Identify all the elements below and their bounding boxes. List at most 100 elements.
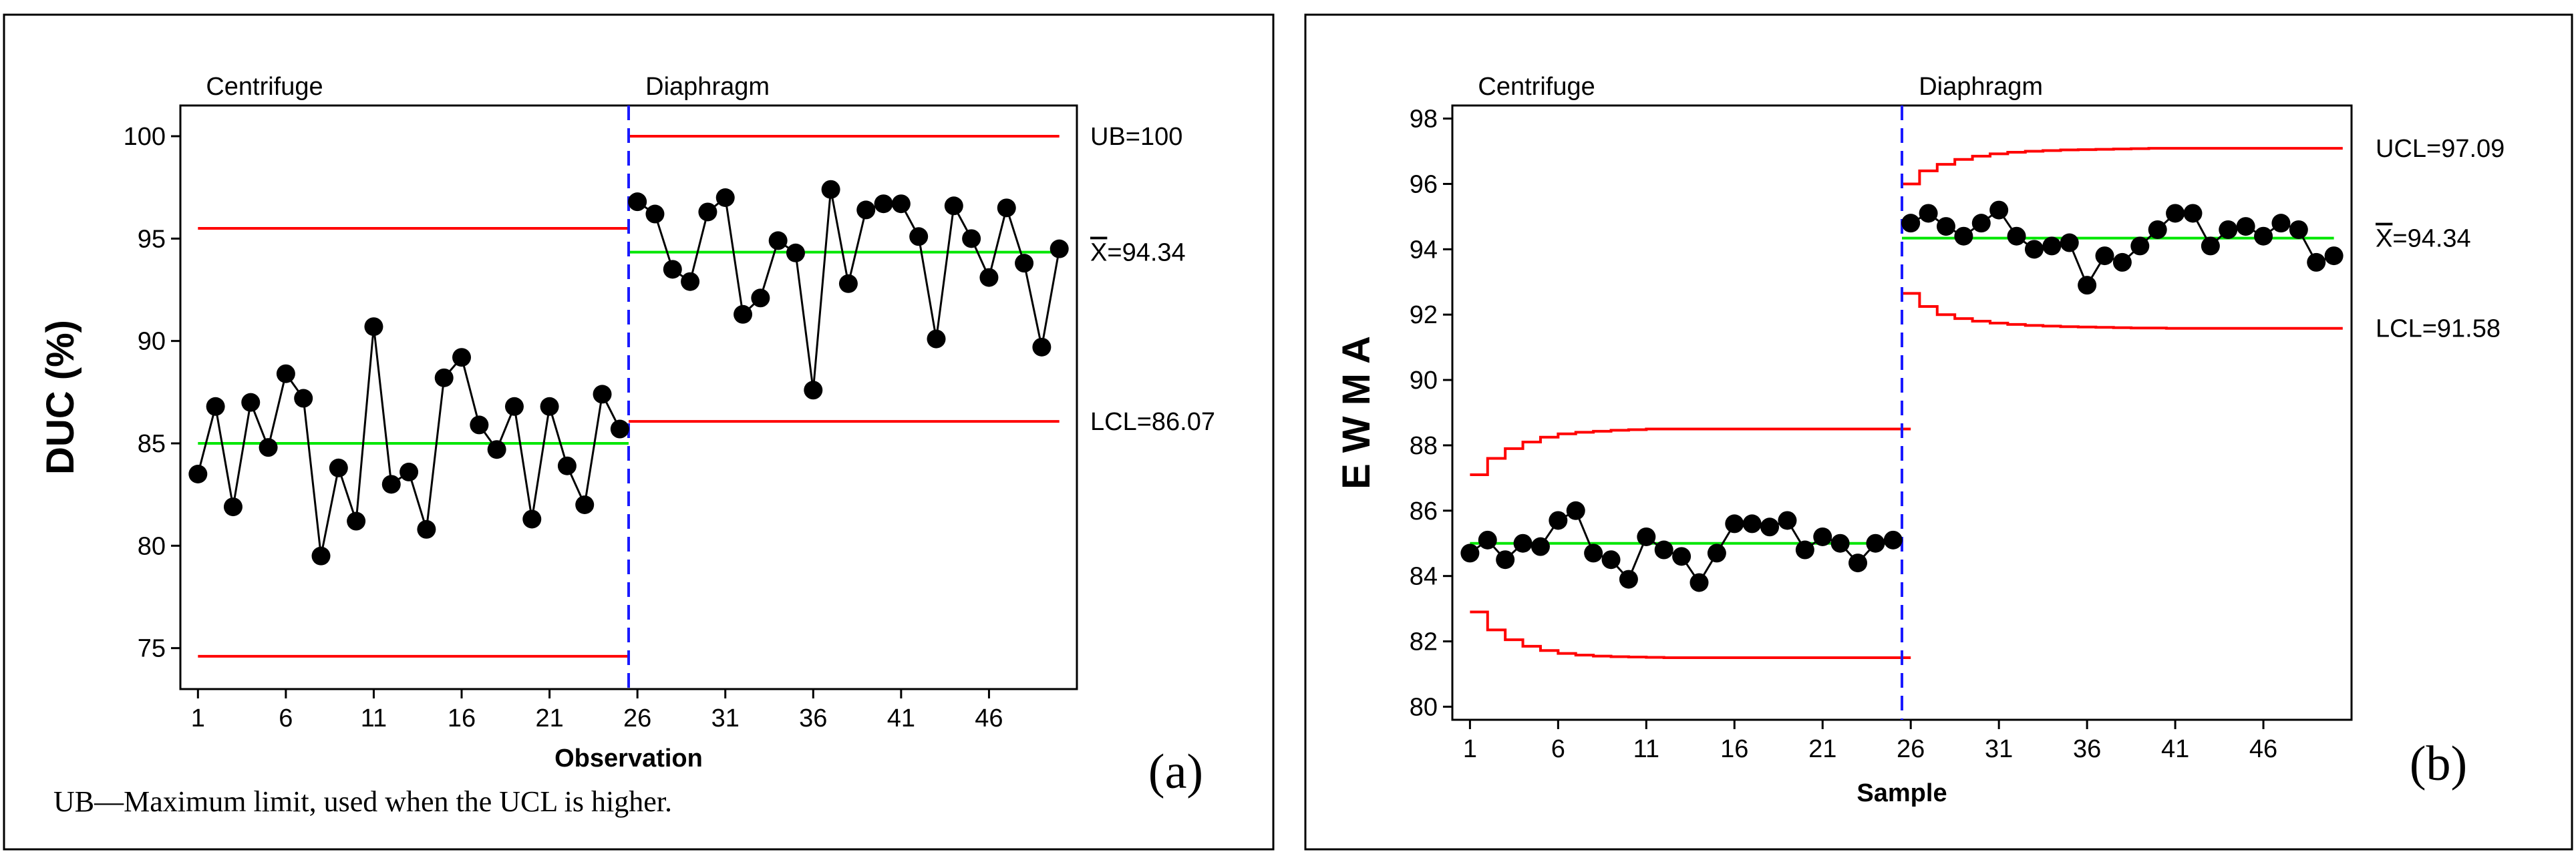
x-tick-label: 46	[2249, 735, 2277, 763]
data-point	[434, 368, 454, 387]
data-point	[821, 180, 840, 199]
panel-label: (b)	[2410, 736, 2467, 791]
data-point	[417, 519, 436, 539]
annotation-prefix: LCL=	[1090, 408, 1152, 436]
data-point	[1989, 200, 2009, 220]
data-point	[1619, 570, 1638, 589]
data-point	[1725, 514, 1744, 533]
x-axis-label: Sample	[1857, 779, 1947, 807]
y-tick-label: 90	[138, 328, 166, 356]
data-point	[2324, 246, 2344, 266]
y-tick-label: 96	[1410, 170, 1438, 198]
data-point	[698, 202, 717, 222]
annotation-label: UB=100	[1090, 123, 1182, 151]
data-point	[610, 419, 629, 439]
data-point	[347, 511, 366, 531]
x-tick-label: 16	[448, 704, 476, 732]
data-point	[1760, 517, 1780, 537]
data-point	[927, 329, 946, 349]
data-point	[944, 196, 963, 216]
y-tick-label: 80	[1410, 693, 1438, 721]
data-point	[2007, 226, 2026, 246]
data-point	[1584, 544, 1603, 563]
x-tick-label: 6	[279, 704, 293, 732]
data-point	[276, 364, 295, 383]
data-point	[2289, 220, 2308, 239]
ucl-phase-2-line	[1902, 147, 2343, 186]
y-tick-label: 90	[1410, 367, 1438, 395]
x-tick-label: 41	[887, 704, 915, 732]
data-point	[1919, 204, 1938, 223]
data-point	[1601, 550, 1621, 570]
data-point	[2219, 220, 2238, 239]
data-point	[804, 381, 823, 400]
annotation-value: 94.34	[1122, 239, 1186, 267]
data-point	[1496, 550, 1515, 570]
data-point	[399, 462, 419, 481]
data-point	[311, 546, 331, 566]
data-point	[1032, 337, 1052, 357]
data-point	[2024, 240, 2044, 259]
data-point	[1883, 530, 1903, 550]
data-point	[891, 194, 911, 214]
ucl-phase-1-line	[1470, 427, 1911, 476]
x-tick-label: 36	[2073, 735, 2101, 763]
data-point	[1460, 544, 1480, 563]
data-point	[768, 231, 788, 250]
annotation-label: UCL=97.09	[2376, 135, 2505, 163]
x-axis-label: Observation	[554, 744, 703, 773]
annotation-prefix: =	[2392, 225, 2407, 253]
data-point	[2112, 252, 2132, 272]
phase-label: Diaphragm	[1919, 73, 2043, 101]
phase-label: Centrifuge	[1478, 73, 1595, 101]
x-tick-label: 31	[711, 704, 740, 732]
data-point	[223, 497, 243, 517]
data-point	[504, 397, 524, 416]
x-tick-label: 26	[1897, 735, 1925, 763]
data-point	[188, 465, 208, 483]
data-point	[856, 200, 876, 220]
data-point	[2271, 214, 2291, 233]
data-point	[1778, 511, 1797, 530]
data-point	[294, 389, 313, 408]
data-point	[206, 397, 225, 416]
x-tick-label: 41	[2161, 735, 2189, 763]
y-axis-label: DUC (%)	[39, 320, 82, 475]
x-tick-label: 26	[623, 704, 651, 732]
data-point	[2254, 226, 2273, 246]
data-point	[1513, 533, 1533, 553]
annotation-value: 86.07	[1152, 408, 1215, 436]
data-point	[1566, 501, 1585, 520]
y-tick-label: 80	[138, 532, 166, 560]
lcl-phase-1-line	[1470, 610, 1911, 660]
data-point	[1936, 217, 1955, 236]
x-tick-label: 36	[799, 704, 827, 732]
data-point	[2307, 252, 2326, 272]
data-point	[663, 260, 682, 279]
data-point	[715, 188, 735, 207]
data-point	[1050, 239, 1069, 258]
data-point	[1637, 527, 1656, 546]
annotation-prefix: UB=	[1090, 123, 1140, 151]
data-point	[470, 415, 489, 435]
data-point	[1813, 527, 1832, 546]
data-point	[1954, 226, 1973, 246]
data-point	[522, 509, 542, 529]
data-point	[1848, 554, 1868, 573]
data-point	[1742, 514, 1762, 533]
data-point	[1654, 540, 1673, 560]
annotation-label: LCL=86.07	[1090, 408, 1215, 436]
annotation-value: 100	[1140, 123, 1182, 151]
phase-label: Centrifuge	[206, 73, 323, 101]
data-point	[734, 304, 753, 324]
data-point	[575, 495, 595, 514]
annotation-label: X=94.34	[1090, 239, 1186, 267]
data-point	[381, 475, 401, 494]
data-point	[681, 272, 700, 291]
data-point	[540, 397, 559, 416]
data-point	[1531, 537, 1550, 556]
data-point	[874, 194, 893, 214]
annotation-prefix: =	[1107, 239, 1122, 267]
